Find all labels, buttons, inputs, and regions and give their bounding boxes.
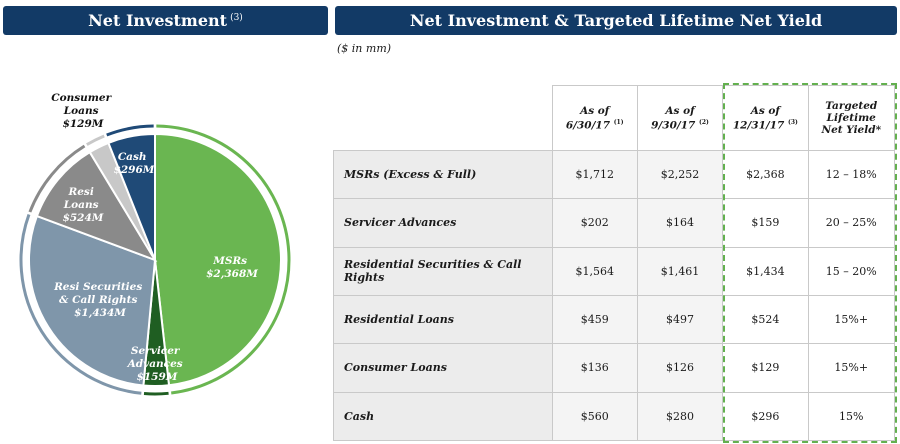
pie-slices (28, 132, 282, 387)
row-label: Servicer Advances (333, 198, 553, 248)
pie-outline-rings (19, 124, 291, 396)
net-investment-yield-table: As of 6/30/17 (1) As of 9/30/17 (2) As o… (333, 85, 896, 442)
row-label: Consumer Loans (333, 343, 553, 393)
net-investment-footnote: (3) (230, 12, 243, 23)
pie-label-consumer-loans: Consumer Loans $129M (51, 92, 115, 130)
table-header-row: As of 6/30/17 (1) As of 9/30/17 (2) As o… (333, 85, 896, 151)
row-label: Cash (333, 391, 553, 442)
col-header-sep-2017: As of 9/30/17 (2) (636, 85, 724, 151)
pie-label-cash: Cash $296M (114, 151, 155, 176)
pie-label-resi-securities: Resi Securities & Call Rights $1,434M (53, 281, 146, 319)
pie-slice-resi-loans (35, 150, 158, 262)
units-note: ($ in mm) (337, 42, 392, 55)
row-label: Residential Loans (333, 294, 553, 345)
table-row: Cash $560 $280 $296 15% (333, 391, 896, 442)
table-row: Residential Loans $459 $497 $524 15%+ (333, 294, 896, 345)
yield-table-banner: Net Investment & Targeted Lifetime Net Y… (335, 6, 897, 35)
row-label: MSRs (Excess & Full) (333, 149, 553, 200)
pie-ring-consumer-loans (86, 134, 105, 146)
cell-value-sep-2017: $497 (636, 294, 724, 345)
cell-value-dec-2017: $2,368 (722, 149, 809, 200)
cell-value-jun-2017: $560 (551, 391, 638, 442)
cell-value-dec-2017: $129 (722, 343, 809, 393)
cell-value-jun-2017: $459 (551, 294, 638, 345)
cell-value-sep-2017: $2,252 (636, 149, 724, 200)
cell-targeted-yield: 15% (807, 391, 896, 442)
pie-ring-msrs (156, 124, 291, 395)
table-row: MSRs (Excess & Full) $1,712 $2,252 $2,368 12… (333, 149, 896, 200)
cell-targeted-yield: 15 – 20% (807, 246, 896, 296)
table-body: MSRs (Excess & Full) $1,712 $2,252 $2,368 12… (333, 149, 896, 442)
pie-label-resi-loans: Resi Loans $524M (63, 186, 104, 224)
cell-value-dec-2017: $296 (722, 391, 809, 442)
pie-slice-msrs (154, 132, 282, 387)
cell-value-jun-2017: $1,712 (551, 149, 638, 200)
cell-value-sep-2017: $164 (636, 198, 724, 248)
cell-value-dec-2017: $524 (722, 294, 809, 345)
pie-ring-cash (106, 124, 154, 137)
pie-ring-resi-loans (28, 144, 86, 213)
col-header-dec-2017: As of 12/31/17 (3) (722, 85, 809, 151)
cell-value-sep-2017: $280 (636, 391, 724, 442)
cell-value-jun-2017: $136 (551, 343, 638, 393)
pie-slice-cash (107, 132, 156, 261)
table-corner-cell (333, 85, 553, 151)
cell-value-dec-2017: $1,434 (722, 246, 809, 296)
cell-value-jun-2017: $1,564 (551, 246, 638, 296)
col-header-targeted-yield: Targeted Lifetime Net Yield* (807, 85, 896, 151)
net-investment-banner: Net Investment (3) (3, 6, 328, 35)
cell-value-sep-2017: $1,461 (636, 246, 724, 296)
cell-targeted-yield: 12 – 18% (807, 149, 896, 200)
table-row: Residential Securities & Call Rights $1,5… (333, 246, 896, 296)
pie-slice-resi-securities-call-rights (28, 214, 157, 387)
pie-ring-resi-securities-call-rights (19, 213, 142, 395)
cell-targeted-yield: 20 – 25% (807, 198, 896, 248)
table-row: Servicer Advances $202 $164 $159 20 – 25% (333, 198, 896, 248)
net-investment-title: Net Investment (88, 11, 228, 30)
col-header-jun-2017: As of 6/30/17 (1) (551, 85, 638, 151)
cell-targeted-yield: 15%+ (807, 343, 896, 393)
pie-labels: MSRs $2,368M Servicer Advances $159M Res… (51, 92, 258, 383)
cell-targeted-yield: 15%+ (807, 294, 896, 345)
row-label: Residential Securities & Call Rights (333, 246, 553, 296)
cell-value-jun-2017: $202 (551, 198, 638, 248)
cell-value-sep-2017: $126 (636, 343, 724, 393)
pie-label-msrs: MSRs $2,368M (206, 255, 258, 280)
table-row: Consumer Loans $136 $126 $129 15%+ (333, 343, 896, 393)
cell-value-dec-2017: $159 (722, 198, 809, 248)
pie-label-servicer-advances: Servicer Advances $159M (127, 345, 187, 383)
pie-ring-servicer-advances (143, 391, 169, 396)
net-investment-pie-chart: MSRs $2,368M Servicer Advances $159M Res… (19, 92, 291, 396)
yield-table-title: Net Investment & Targeted Lifetime Net Y… (409, 11, 823, 30)
